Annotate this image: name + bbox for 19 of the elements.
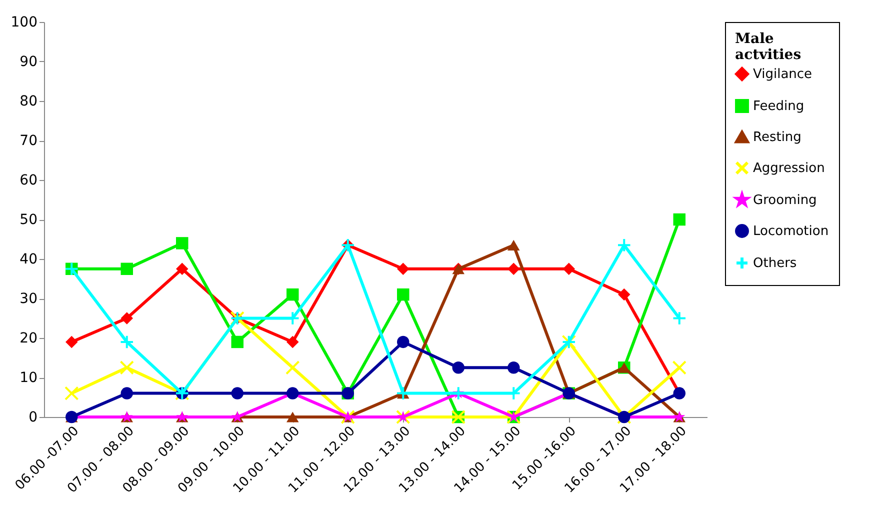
y-tick-label: 90 — [20, 54, 38, 70]
y-tick-label: 70 — [20, 133, 38, 149]
y-tick-label: 10 — [20, 370, 38, 386]
legend-title: Male actvities — [735, 31, 802, 63]
legend-label: Locomotion — [753, 224, 829, 239]
legend-label: Resting — [753, 130, 802, 145]
y-tick-label: 80 — [20, 94, 38, 110]
y-tick-label: 20 — [20, 330, 38, 346]
legend-label: Feeding — [753, 99, 804, 114]
y-tick-label: 0 — [28, 410, 38, 426]
y-tick-label: 40 — [20, 252, 38, 268]
legend-label: Vigilance — [753, 67, 812, 82]
y-tick-label: 50 — [20, 212, 38, 228]
legend-label: Grooming — [753, 193, 817, 208]
y-tick-label: 100 — [10, 14, 38, 30]
y-tick-label: 60 — [20, 172, 38, 188]
y-tick-label: 30 — [20, 291, 38, 307]
legend-label: Aggression — [753, 161, 825, 176]
legend-label: Others — [753, 256, 797, 271]
